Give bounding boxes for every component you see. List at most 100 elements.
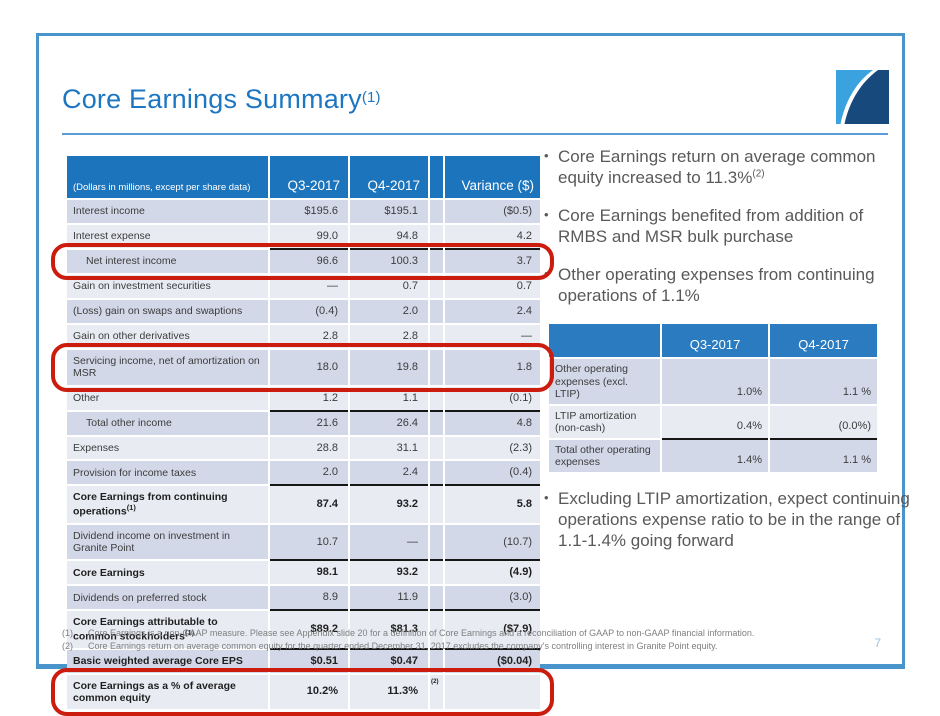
q3-value-cell: 87.4 [268, 484, 349, 524]
row-label: Core Earnings from continuing operations [73, 491, 228, 518]
spacer-cell [428, 409, 444, 436]
q4-value-cell: 11.3% [348, 672, 429, 710]
table-row: Interest expense 99.0 94.8 4.2 [67, 222, 540, 249]
variance-value-cell: ($0.5) [443, 198, 540, 224]
row-label: Dividends on preferred stock [73, 591, 207, 604]
row-label-cell: Core Earnings [67, 559, 269, 586]
row-label: Other [73, 391, 100, 404]
table-row: LTIP amortization (non-cash) 0.4% (0.0%) [549, 403, 877, 439]
spacer-cell [428, 609, 444, 649]
row-label-cell: Interest expense [67, 222, 269, 249]
variance-value-cell: (10.7) [443, 522, 540, 561]
spacer-cell [428, 459, 444, 486]
spacer-cell [428, 559, 444, 586]
footnote-number: (1) [62, 627, 73, 638]
q3-value-cell: 2.8 [268, 322, 349, 349]
column-header: (Dollars in millions, except per share d… [67, 154, 269, 199]
row-label: Provision for income taxes [73, 466, 197, 479]
row-label-cell: Provision for income taxes [67, 459, 269, 486]
q3-value-cell: (0.4) [268, 297, 349, 324]
row-label: (Loss) gain on swaps and swaptions [73, 305, 243, 318]
variance-value-cell: (3.0) [443, 584, 540, 611]
row-label: Dividend income on investment in Granite… [73, 529, 230, 555]
q3-value-cell: 28.8 [268, 434, 349, 461]
variance-value-cell: ($7.9) [443, 609, 540, 649]
row-label: Total other income [86, 416, 172, 429]
row-label: Gain on investment securities [73, 280, 211, 293]
row-label-footnote-ref: (1) [126, 502, 136, 512]
spacer-cell: (2) [428, 672, 444, 710]
commentary-panel: Core Earnings return on average common e… [541, 146, 913, 568]
table-row: Core Earnings from continuing operations… [67, 484, 540, 524]
q4-value-cell: 0.7 [348, 272, 429, 299]
row-label-cell: (Loss) gain on swaps and swaptions [67, 297, 269, 324]
two-tone-swoosh-logo-icon [836, 70, 889, 124]
column-header: Variance ($) [443, 154, 540, 199]
row-label-cell: Dividends on preferred stock [67, 584, 269, 611]
row-label-cell: Gain on investment securities [67, 272, 269, 299]
row-label: Gain on other derivatives [73, 330, 190, 343]
variance-value-cell: (4.9) [443, 559, 540, 586]
table-row: Total other income 21.6 26.4 4.8 [67, 409, 540, 436]
q3-value-cell: — [268, 272, 349, 299]
q3-value-cell: 1.4% [660, 437, 769, 472]
spacer-cell [428, 247, 444, 274]
row-label-cell: Core Earnings attributable to common sto… [67, 609, 269, 649]
variance-value-cell: 2.4 [443, 297, 540, 324]
operating-expenses-table: Q3-2017 Q4-2017 Other operating expenses … [549, 322, 877, 472]
q3-value-cell: 98.1 [268, 559, 349, 586]
spacer-cell [428, 584, 444, 611]
table-row: Other operating expenses (excl. LTIP) 1.0… [549, 357, 877, 405]
table-row: Core Earnings attributable to common sto… [67, 609, 540, 649]
variance-value-cell: (2.3) [443, 434, 540, 461]
spacer-cell [428, 522, 444, 561]
variance-value-cell: (0.1) [443, 384, 540, 411]
q4-value-cell: 1.1 % [768, 357, 877, 405]
bullet-text: Other operating expenses from continuing… [558, 265, 875, 306]
column-header [428, 154, 444, 199]
row-label-cell: Net interest income [51, 242, 554, 280]
spacer-cell [428, 272, 444, 299]
table-row: (Loss) gain on swaps and swaptions (0.4) 2… [67, 297, 540, 324]
bullet-item: Core Earnings return on average common e… [541, 146, 913, 188]
spacer-cell [428, 434, 444, 461]
slide: Core Earnings Summary(1) (Dollars in mil… [36, 33, 910, 716]
spacer-cell [428, 484, 444, 524]
operating-expenses-table-body: Other operating expenses (excl. LTIP) 1.0… [549, 357, 877, 472]
footnote-line: (1) Core Earnings is a non-GAAP measure. … [62, 627, 822, 640]
bullet-item: Other operating expenses from continuing… [541, 264, 913, 306]
variance-value-cell: — [443, 322, 540, 349]
row-label-cell: Core Earnings as a % of average common e… [51, 667, 554, 716]
spacer-cell [428, 347, 444, 386]
bullet-footnote-ref: (2) [752, 168, 765, 180]
q4-value-cell: 31.1 [348, 434, 429, 461]
row-label-cell: Other operating expenses (excl. LTIP) [549, 357, 661, 405]
row-label: Interest income [73, 205, 145, 218]
q3-value-cell: 21.6 [268, 409, 349, 436]
spacer-cell [428, 384, 444, 411]
column-header: Q3-2017 [268, 154, 349, 199]
bullet-text: Excluding LTIP amortization, expect cont… [558, 488, 910, 551]
bullet-list-top: Core Earnings return on average common e… [541, 146, 913, 306]
table-row: Gain on investment securities —0.7 0.7 [67, 272, 540, 299]
spacer-cell [428, 647, 444, 674]
q4-value-cell: $195.1 [348, 198, 429, 224]
table-row: Servicing income, net of amortization on… [51, 342, 554, 392]
q4-value-cell: 11.9 [348, 584, 429, 611]
column-header [549, 322, 661, 359]
variance-value-cell: 1.8 [443, 347, 540, 386]
row-label-cell: Total other operating expenses [549, 437, 661, 472]
variance-value-cell: 3.7 [443, 247, 540, 274]
q4-value-cell: 1.1 % [768, 437, 877, 472]
title-footnote-ref: (1) [361, 89, 381, 106]
spacer-cell [428, 322, 444, 349]
table-row: Dividend income on investment in Granite… [67, 522, 540, 561]
row-label-cell: LTIP amortization (non-cash) [549, 403, 661, 439]
page-title-text: Core Earnings Summary [62, 84, 362, 114]
table-header-row: (Dollars in millions, except per share d… [67, 154, 540, 199]
q4-value-cell: 19.8 [348, 347, 429, 386]
page-title: Core Earnings Summary(1) [62, 84, 381, 115]
operating-expenses-table-header: Q3-2017 Q4-2017 [549, 322, 877, 359]
row-label-cell: Other [67, 384, 269, 411]
variance-value-cell: 4.8 [443, 409, 540, 436]
